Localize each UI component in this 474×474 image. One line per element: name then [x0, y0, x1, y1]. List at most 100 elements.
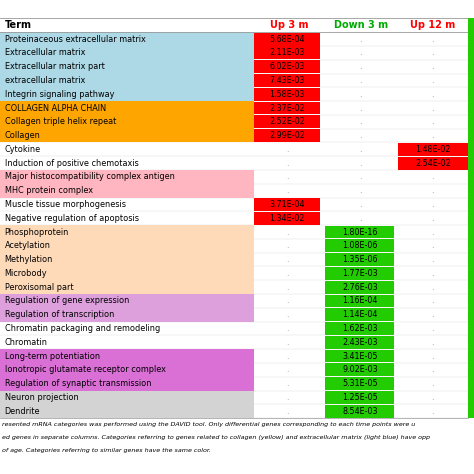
- Text: .: .: [359, 173, 361, 182]
- Text: .: .: [359, 76, 361, 85]
- Text: Proteinaceous extracellular matrix: Proteinaceous extracellular matrix: [5, 35, 146, 44]
- Text: Muscle tissue morphogenesis: Muscle tissue morphogenesis: [5, 200, 126, 209]
- Text: 7.43E-03: 7.43E-03: [270, 76, 305, 85]
- Text: 1.34E-02: 1.34E-02: [270, 214, 305, 223]
- Text: Cytokine: Cytokine: [5, 145, 41, 154]
- Text: Major histocompatibility complex antigen: Major histocompatibility complex antigen: [5, 173, 174, 182]
- Text: .: .: [431, 352, 434, 361]
- Text: .: .: [431, 296, 434, 305]
- Bar: [325, 226, 394, 238]
- Text: .: .: [286, 255, 289, 264]
- Bar: [398, 143, 468, 156]
- Text: .: .: [359, 90, 361, 99]
- Text: Induction of positive chemotaxis: Induction of positive chemotaxis: [5, 159, 138, 168]
- Bar: [0, 128, 254, 143]
- Text: .: .: [286, 241, 289, 250]
- Text: 2.37E-02: 2.37E-02: [269, 103, 305, 112]
- Bar: [325, 391, 394, 404]
- Bar: [325, 294, 394, 307]
- Text: Down 3 m: Down 3 m: [334, 20, 388, 30]
- Bar: [325, 336, 394, 349]
- Text: .: .: [431, 241, 434, 250]
- Text: 1.08E-06: 1.08E-06: [342, 241, 378, 250]
- Bar: [254, 33, 320, 46]
- Text: Regulation of transcription: Regulation of transcription: [5, 310, 114, 319]
- Bar: [0, 184, 254, 198]
- Bar: [0, 239, 254, 253]
- Text: 1.48E-02: 1.48E-02: [415, 145, 450, 154]
- Text: .: .: [359, 131, 361, 140]
- Text: .: .: [286, 269, 289, 278]
- Bar: [398, 157, 468, 170]
- Bar: [0, 280, 254, 294]
- Text: Dendrite: Dendrite: [5, 407, 40, 416]
- Text: .: .: [431, 117, 434, 126]
- Text: .: .: [286, 159, 289, 168]
- Text: Ionotropic glutamate receptor complex: Ionotropic glutamate receptor complex: [5, 365, 165, 374]
- Text: .: .: [431, 62, 434, 71]
- Text: Regulation of gene expression: Regulation of gene expression: [5, 296, 129, 305]
- Bar: [325, 364, 394, 376]
- Text: 3.41E-05: 3.41E-05: [342, 352, 378, 361]
- Bar: [325, 322, 394, 335]
- Text: .: .: [286, 283, 289, 292]
- Text: .: .: [286, 145, 289, 154]
- Text: .: .: [431, 173, 434, 182]
- Text: .: .: [359, 200, 361, 209]
- Text: 8.54E-03: 8.54E-03: [342, 407, 378, 416]
- Text: .: .: [286, 393, 289, 402]
- Text: .: .: [359, 62, 361, 71]
- Text: 2.54E-02: 2.54E-02: [415, 159, 451, 168]
- Text: 1.77E-03: 1.77E-03: [342, 269, 378, 278]
- Text: COLLAGEN ALPHA CHAIN: COLLAGEN ALPHA CHAIN: [5, 103, 106, 112]
- Text: Methylation: Methylation: [5, 255, 53, 264]
- Text: Up 12 m: Up 12 m: [410, 20, 456, 30]
- Text: Integrin signaling pathway: Integrin signaling pathway: [5, 90, 114, 99]
- Text: .: .: [359, 159, 361, 168]
- Bar: [0, 349, 254, 363]
- Bar: [254, 115, 320, 128]
- Text: Phosphoprotein: Phosphoprotein: [5, 228, 69, 237]
- Text: Neuron projection: Neuron projection: [5, 393, 79, 402]
- Text: ed genes in separate columns. Categories referring to genes related to collagen : ed genes in separate columns. Categories…: [2, 435, 430, 440]
- Text: 5.68E-04: 5.68E-04: [270, 35, 305, 44]
- Bar: [0, 73, 254, 87]
- Bar: [254, 88, 320, 100]
- Text: .: .: [431, 310, 434, 319]
- Bar: [0, 391, 254, 404]
- Bar: [325, 281, 394, 293]
- Bar: [0, 294, 254, 308]
- Text: .: .: [286, 338, 289, 347]
- Text: .: .: [431, 393, 434, 402]
- Text: .: .: [431, 324, 434, 333]
- Text: Microbody: Microbody: [5, 269, 47, 278]
- Text: Collagen triple helix repeat: Collagen triple helix repeat: [5, 117, 116, 126]
- Bar: [0, 266, 254, 280]
- Text: 1.14E-04: 1.14E-04: [342, 310, 378, 319]
- Bar: [325, 377, 394, 390]
- Text: .: .: [286, 324, 289, 333]
- Text: of age. Categories referring to similar genes have the same color.: of age. Categories referring to similar …: [2, 448, 211, 454]
- Text: 1.62E-03: 1.62E-03: [342, 324, 378, 333]
- Text: .: .: [431, 365, 434, 374]
- Bar: [254, 212, 320, 225]
- Text: .: .: [431, 35, 434, 44]
- Text: 9.02E-03: 9.02E-03: [342, 365, 378, 374]
- Bar: [254, 101, 320, 114]
- Text: .: .: [431, 407, 434, 416]
- Bar: [325, 308, 394, 321]
- Text: 1.35E-06: 1.35E-06: [342, 255, 378, 264]
- Text: .: .: [359, 35, 361, 44]
- Text: .: .: [359, 48, 361, 57]
- Text: Long-term potentiation: Long-term potentiation: [5, 352, 100, 361]
- Text: .: .: [286, 365, 289, 374]
- Text: .: .: [359, 186, 361, 195]
- Bar: [468, 18, 474, 418]
- Text: .: .: [286, 186, 289, 195]
- Bar: [0, 363, 254, 377]
- Text: 2.43E-03: 2.43E-03: [342, 338, 378, 347]
- Text: 2.76E-03: 2.76E-03: [342, 283, 378, 292]
- Text: Extracellular matrix part: Extracellular matrix part: [5, 62, 105, 71]
- Bar: [0, 32, 254, 46]
- Text: .: .: [431, 214, 434, 223]
